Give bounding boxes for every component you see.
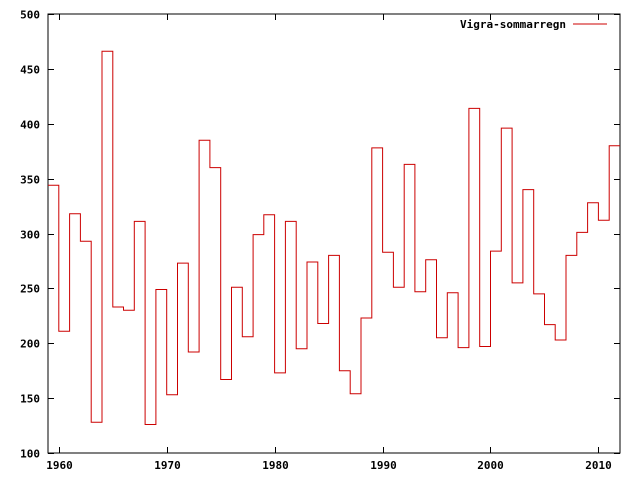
x-axis: 1960 1970 1980 1990 2000 2010 [46,14,612,472]
x-tick-label: 1980 [262,459,289,472]
legend-label: Vigra-sommarregn [460,18,566,31]
y-tick-label: 100 [20,448,40,461]
x-tick-label: 1960 [46,459,73,472]
series-line [48,50,620,425]
y-tick-label: 250 [20,283,40,296]
y-axis: 100 150 200 250 300 350 400 450 500 [20,9,620,461]
y-tick-label: 300 [20,229,40,242]
y-tick-label: 500 [20,9,40,22]
series-layer [48,50,620,425]
y-tick-label: 200 [20,338,40,351]
x-tick-label: 2000 [477,459,504,472]
legend: Vigra-sommarregn [460,18,607,31]
plot-frame [47,13,621,454]
x-tick-label: 1990 [370,459,397,472]
x-tick-label: 2010 [585,459,612,472]
y-tick-label: 350 [20,174,40,187]
y-tick-label: 400 [20,119,40,132]
y-tick-label: 450 [20,64,40,77]
x-tick-label: 1970 [154,459,181,472]
y-tick-label: 150 [20,393,40,406]
